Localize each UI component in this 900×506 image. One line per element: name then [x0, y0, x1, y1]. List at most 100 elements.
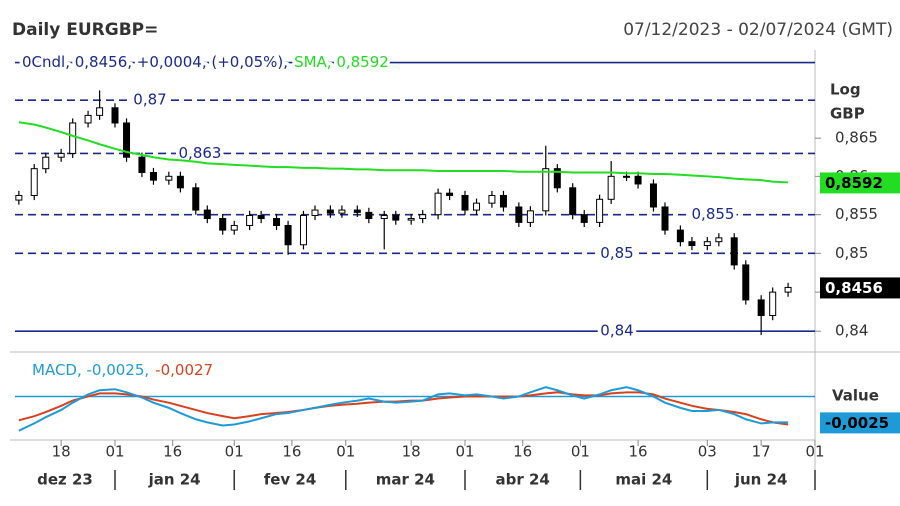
candle-body — [15, 194, 23, 201]
candle-body — [553, 168, 561, 189]
macd-last-label: -0,0025 — [825, 414, 889, 432]
legend-text: 0Cndl, 0,8456, +0,0004, (+0,05%), SMA, 0,… — [22, 53, 389, 71]
sma-line — [18, 121, 789, 184]
level-label: 0,855 — [692, 205, 735, 223]
x-tick-label: 01 — [571, 443, 590, 461]
candle-body — [138, 156, 146, 173]
level-label: 0,863 — [179, 144, 222, 162]
sma-last-label-box — [820, 172, 900, 194]
x-tick-label: 03 — [698, 443, 717, 461]
candle-body — [661, 206, 669, 231]
candle-body — [569, 187, 577, 216]
month-label: mar 24 — [376, 471, 435, 489]
sma-last-label: 0,8592 — [825, 174, 883, 192]
x-tick-label: 01 — [105, 443, 124, 461]
close-last-label: 0,8456 — [825, 279, 883, 297]
signal-line — [18, 391, 789, 426]
candle-body — [338, 209, 346, 214]
candle-body — [353, 209, 361, 213]
x-tick-label: 01 — [336, 443, 355, 461]
candle-body — [461, 194, 469, 211]
level-label: 0,84 — [600, 322, 633, 340]
candle-body — [526, 210, 534, 223]
candle-body — [311, 209, 319, 216]
x-tick-label: 18 — [402, 443, 421, 461]
candle-body — [784, 286, 792, 293]
candle-body — [542, 168, 550, 212]
candle-body — [730, 237, 738, 266]
candle-body — [703, 241, 711, 247]
candle-body — [580, 214, 588, 223]
chart-title: Daily EURGBP= — [12, 20, 158, 40]
month-label: mai 24 — [615, 471, 672, 489]
macd-legend-main: MACD, -0,0025, — [32, 361, 149, 379]
candle-body — [84, 114, 92, 124]
y-axis-label: Log — [830, 81, 861, 99]
x-tick-label: 16 — [513, 443, 532, 461]
x-tick-label: 17 — [752, 443, 771, 461]
candle-body — [69, 122, 77, 154]
macd-axis-label: Value — [832, 387, 879, 405]
level-label: 0,85 — [600, 244, 633, 262]
candle-body — [219, 218, 227, 231]
candle-body — [111, 107, 119, 124]
candle-body — [42, 156, 50, 170]
month-label: jun 24 — [734, 471, 788, 489]
candle-body — [165, 175, 173, 181]
candle-body — [676, 229, 684, 243]
candle-body — [499, 194, 507, 208]
candle-body — [284, 224, 292, 246]
candle-body — [715, 237, 723, 243]
candle-body — [757, 299, 765, 317]
month-label: jan 24 — [148, 471, 201, 489]
legend-candle: 0Cndl, 0,8456, +0,0004, (+0,05%), — [22, 53, 288, 71]
x-tick-label: 01 — [225, 443, 244, 461]
candle-body — [515, 206, 523, 223]
candle-body — [419, 214, 427, 220]
y-axis-unit: GBP — [830, 105, 865, 123]
candle-body — [596, 198, 604, 223]
candle-body — [149, 171, 157, 181]
macd-legend-signal: -0,0027 — [155, 361, 213, 379]
macd-last-label-box — [820, 412, 900, 434]
candle-body — [688, 241, 696, 247]
candle-body — [649, 183, 657, 208]
candle-body — [488, 194, 496, 204]
candle-body — [634, 175, 642, 185]
candle-body — [742, 264, 750, 301]
candle-body — [96, 107, 104, 116]
candle-body — [607, 175, 615, 200]
candle-body — [380, 214, 388, 220]
candle-body — [769, 291, 777, 317]
macd-line — [18, 386, 789, 432]
y-tick-label: 0,855 — [835, 205, 878, 223]
candle-body — [203, 209, 211, 220]
month-label: dez 23 — [37, 471, 93, 489]
candle-body — [246, 214, 254, 226]
x-tick-label: 18 — [52, 443, 71, 461]
level-label: 0,87 — [133, 91, 166, 109]
candle-body — [326, 209, 334, 214]
macd-legend: MACD, -0,0025, -0,0027 — [32, 361, 213, 379]
candle-body — [123, 122, 131, 158]
month-label: fev 24 — [264, 471, 317, 489]
candle-body — [407, 218, 415, 221]
candle-body — [434, 192, 442, 216]
date-range: 07/12/2023 - 02/07/2024 (GMT) — [623, 20, 893, 40]
candle-body — [473, 202, 481, 211]
legend-sma: SMA, 0,8592 — [294, 53, 389, 71]
candle-body — [365, 211, 373, 220]
candle-body — [623, 175, 631, 178]
y-tick-label: 0,85 — [835, 244, 868, 262]
close-last-label-box — [820, 277, 900, 299]
x-tick-label: 01 — [455, 443, 474, 461]
candle-body — [392, 214, 400, 221]
candle-body — [299, 214, 307, 246]
candle-body — [192, 187, 200, 211]
y-tick-label: 0,84 — [835, 322, 868, 340]
candle-body — [57, 152, 65, 158]
candle-body — [446, 192, 454, 196]
month-label: abr 24 — [496, 471, 550, 489]
candle-body — [257, 214, 265, 220]
